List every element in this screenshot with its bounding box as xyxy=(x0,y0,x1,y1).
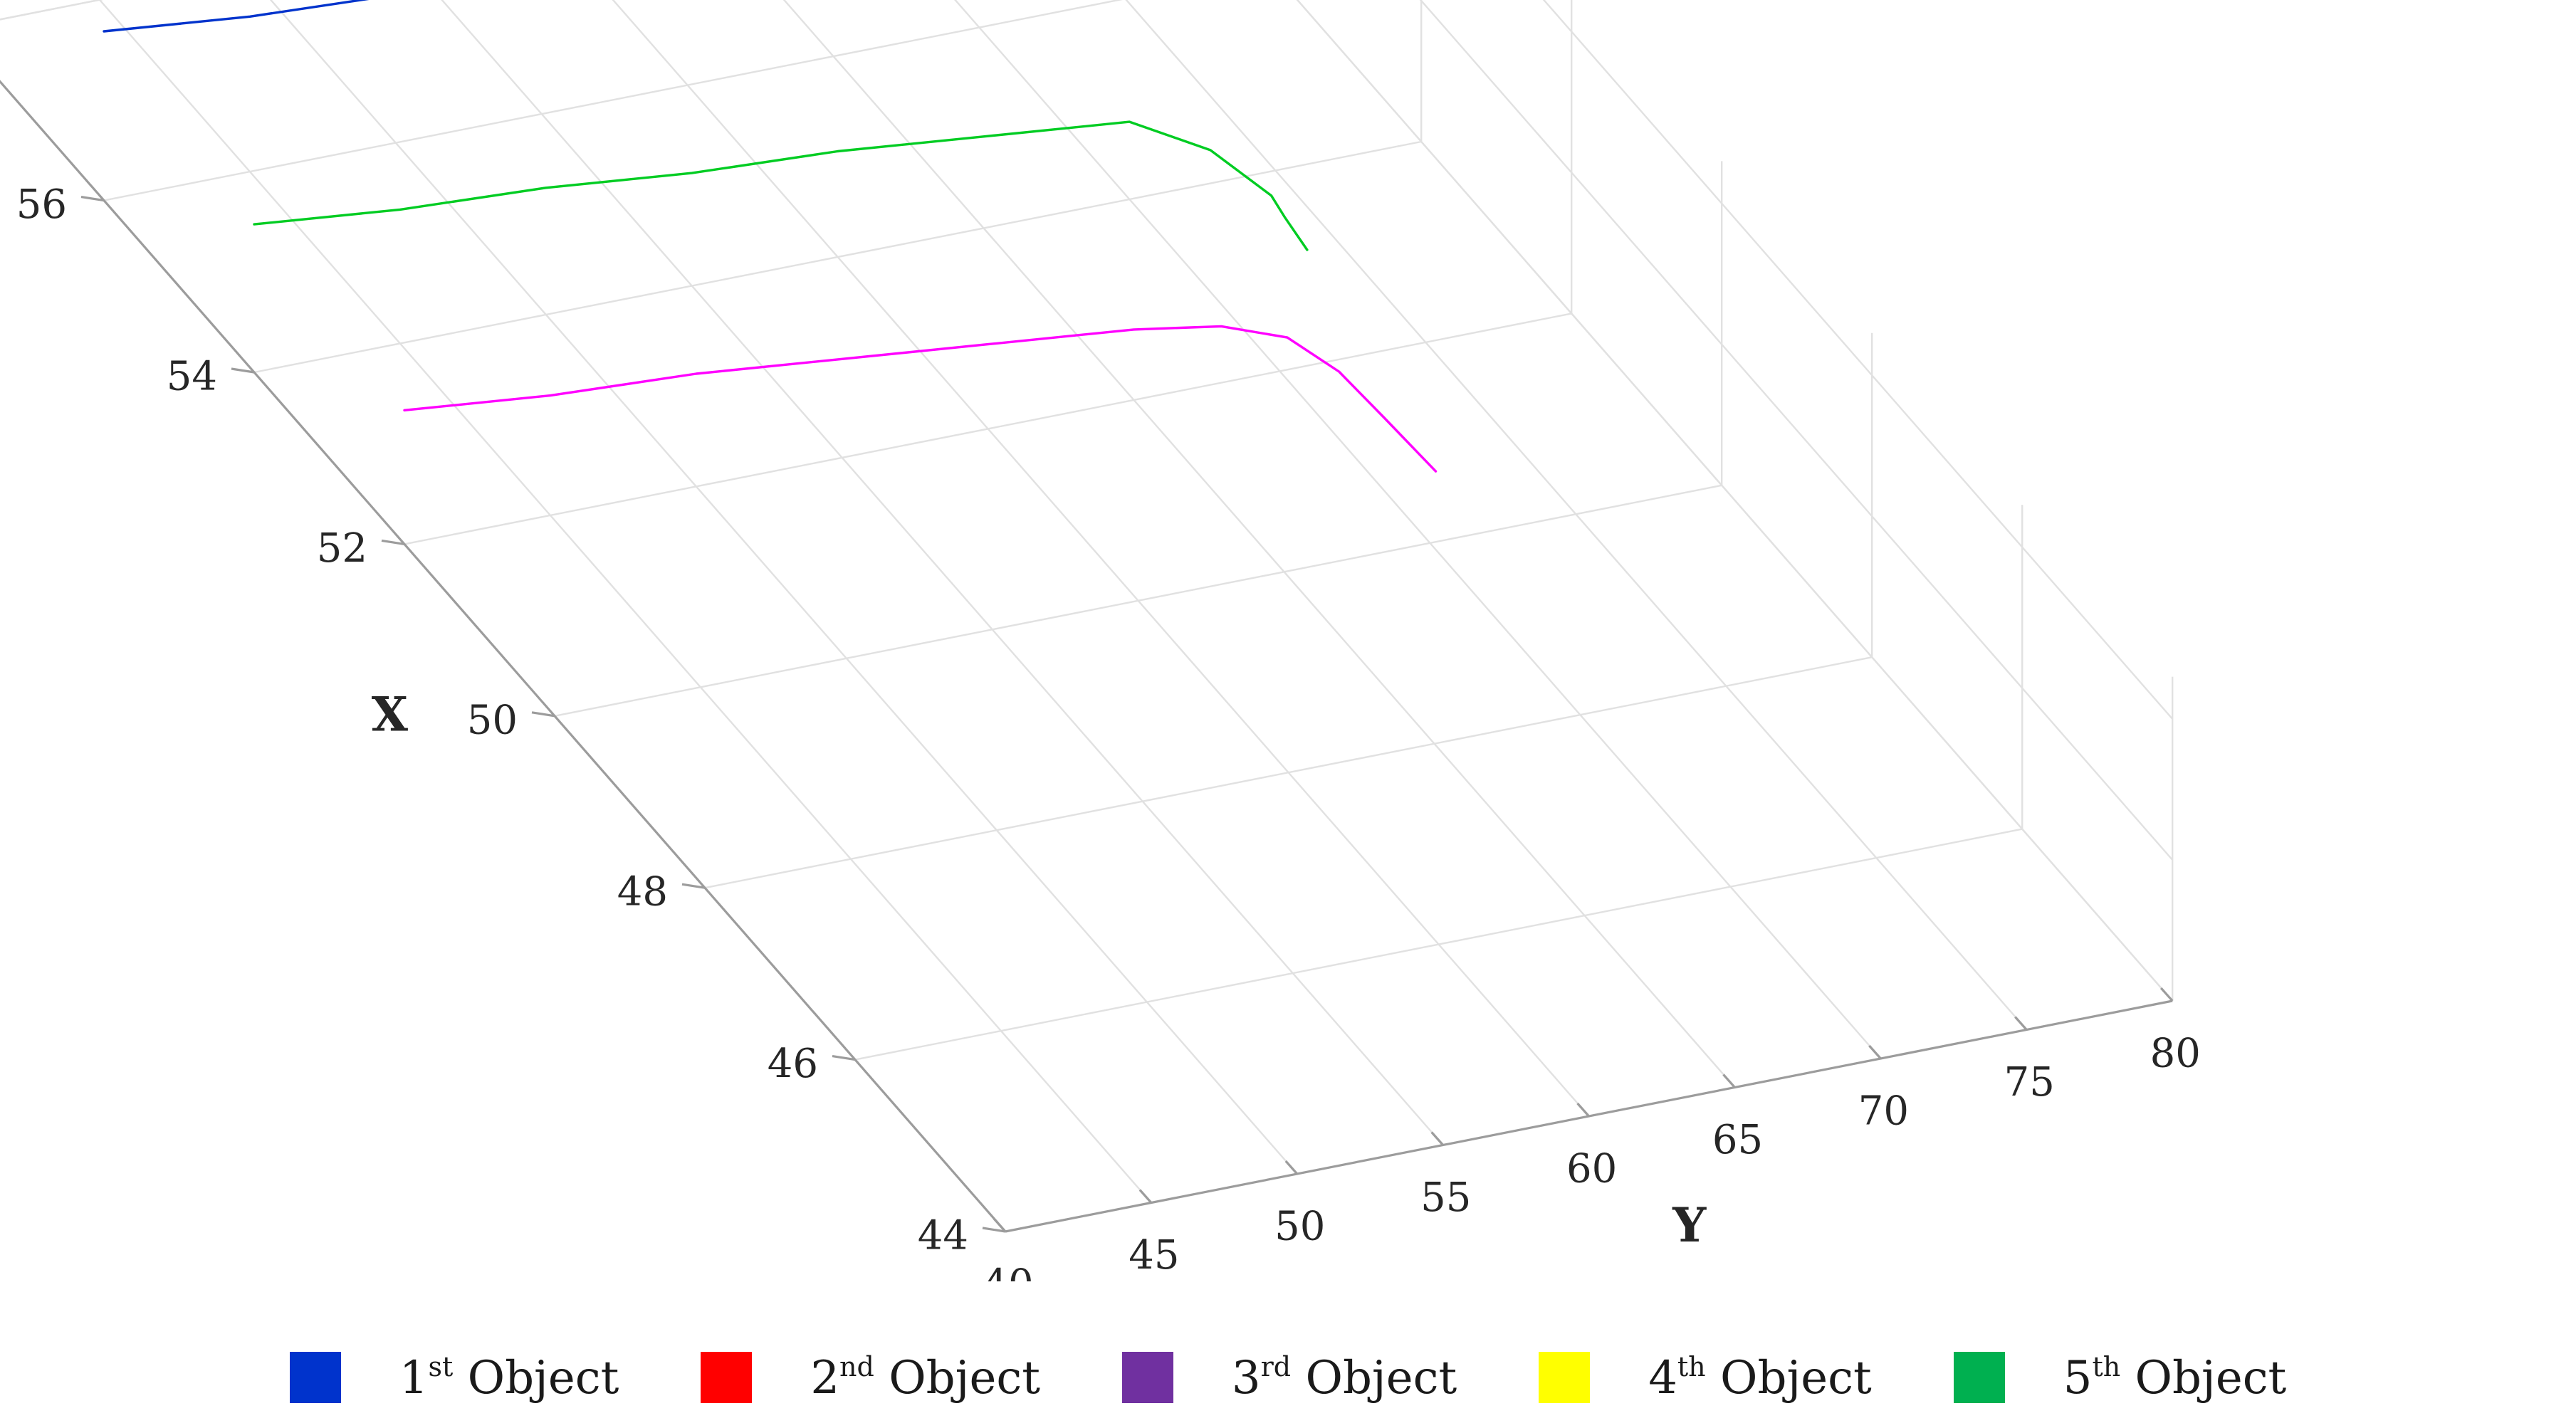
y-axis-tick xyxy=(2160,987,2174,1002)
y-axis-tick xyxy=(1430,1131,1444,1146)
legend-item-3: 3rd Object xyxy=(1121,1351,1457,1405)
legend-label: 2nd Object xyxy=(810,1351,1040,1405)
x-axis-tick xyxy=(832,1055,856,1061)
legend-ordinal-suffix: st xyxy=(428,1350,454,1382)
y-axis-tick xyxy=(993,1217,1007,1233)
legend-item-1: 1st Object xyxy=(289,1351,619,1405)
x-axis-tick xyxy=(231,367,255,374)
x-axis-tick xyxy=(531,711,555,718)
legend-object-word: Object xyxy=(1291,1351,1457,1405)
legend-ordinal: 4 xyxy=(1648,1351,1677,1405)
floor-grid-line-y xyxy=(269,0,1298,1175)
y-tick-label: 65 xyxy=(1712,1117,1763,1163)
legend-label: 1st Object xyxy=(399,1351,619,1405)
legend-swatch xyxy=(1121,1352,1173,1403)
y-tick-label: 80 xyxy=(2150,1031,2201,1077)
side-wall-grid-line-z xyxy=(1296,0,2174,1002)
legend-swatch xyxy=(289,1352,341,1403)
y-tick-label: 75 xyxy=(2004,1059,2055,1106)
y-tick-label: 55 xyxy=(1420,1175,1471,1221)
legend-ordinal: 1 xyxy=(399,1351,429,1405)
legend-swatch xyxy=(1953,1352,2005,1403)
legend-item-2: 2nd Object xyxy=(701,1351,1040,1405)
legend-ordinal: 5 xyxy=(2063,1351,2093,1405)
legend-ordinal: 2 xyxy=(810,1351,840,1405)
x-tick-label: 54 xyxy=(167,354,217,400)
legend-swatch xyxy=(1539,1352,1591,1403)
legend-ordinal-suffix: rd xyxy=(1260,1350,1292,1382)
floor-grid-line-y xyxy=(0,80,1006,1232)
legend-label: 3rd Object xyxy=(1232,1351,1457,1405)
y-axis-tick xyxy=(1284,1160,1298,1175)
floor-grid-line-y xyxy=(954,0,1882,1059)
grid-lines xyxy=(0,0,2174,1233)
x-axis-tick xyxy=(381,539,405,545)
floor-grid-line-y xyxy=(1125,0,2028,1031)
legend-label: 4th Object xyxy=(1648,1351,1872,1405)
x-tick-label: 56 xyxy=(16,182,67,228)
y-tick-label: 45 xyxy=(1129,1232,1179,1279)
x-axis-title: X xyxy=(372,687,409,742)
floor-grid-line-y xyxy=(98,0,1152,1204)
legend-ordinal-suffix: th xyxy=(1677,1350,1706,1382)
y-axis-tick xyxy=(1576,1102,1590,1118)
legend-ordinal: 3 xyxy=(1231,1351,1261,1405)
legend-object-word: Object xyxy=(2120,1351,2287,1405)
y-axis-tick xyxy=(2014,1016,2028,1031)
axes xyxy=(0,80,2174,1233)
y-axis-tick xyxy=(1868,1044,1882,1060)
y-tick-label: 70 xyxy=(1858,1088,1909,1135)
series-lines xyxy=(103,0,1438,473)
x-axis-line xyxy=(0,80,1007,1233)
x-tick-label: 50 xyxy=(467,697,518,743)
legend: 1st Object 2nd Object 3rd Object 4th Object… xyxy=(0,1338,2576,1417)
y-tick-label: 50 xyxy=(1274,1204,1325,1250)
y-axis-title: Y xyxy=(1672,1197,1707,1253)
y-tick-label: 40 xyxy=(983,1261,1033,1282)
legend-object-word: Object xyxy=(1705,1351,1872,1405)
x-axis-tick xyxy=(80,196,105,202)
floor-grid-line-y xyxy=(612,0,1590,1117)
chart-3d-plot: 444648505254565840455055606570758087.287… xyxy=(0,0,2201,1282)
floor-grid-line-x xyxy=(103,0,1123,201)
x-tick-label: 46 xyxy=(768,1041,818,1087)
x-axis-tick xyxy=(982,1227,1006,1233)
x-tick-label: 48 xyxy=(617,869,668,915)
series-line-3 xyxy=(403,325,1438,473)
floor-grid-line-y xyxy=(782,0,1736,1088)
legend-label: 5th Object xyxy=(2063,1351,2287,1405)
series-line-5 xyxy=(253,120,1309,251)
legend-ordinal-suffix: th xyxy=(2092,1350,2121,1382)
legend-object-word: Object xyxy=(874,1351,1040,1405)
axis-labels: 444648505254565840455055606570758087.287… xyxy=(16,182,2201,1282)
y-axis-tick xyxy=(1722,1073,1736,1088)
y-tick-label: 60 xyxy=(1566,1146,1617,1192)
side-wall-grid-line-z xyxy=(1542,0,2174,720)
legend-swatch xyxy=(701,1352,753,1403)
floor-grid-line-y xyxy=(441,0,1444,1146)
series-line-1 xyxy=(103,0,370,33)
x-tick-label: 52 xyxy=(317,525,367,572)
legend-item-5: 5th Object xyxy=(1953,1351,2287,1405)
y-axis-tick xyxy=(1138,1189,1153,1204)
legend-object-word: Object xyxy=(453,1351,619,1405)
side-wall-grid-line-z xyxy=(1419,0,2174,861)
legend-ordinal-suffix: nd xyxy=(839,1350,874,1382)
x-axis-tick xyxy=(681,883,706,889)
x-tick-label: 44 xyxy=(918,1213,968,1259)
legend-item-4: 4th Object xyxy=(1539,1351,1872,1405)
